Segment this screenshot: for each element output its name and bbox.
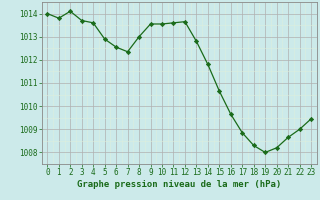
- X-axis label: Graphe pression niveau de la mer (hPa): Graphe pression niveau de la mer (hPa): [77, 180, 281, 189]
